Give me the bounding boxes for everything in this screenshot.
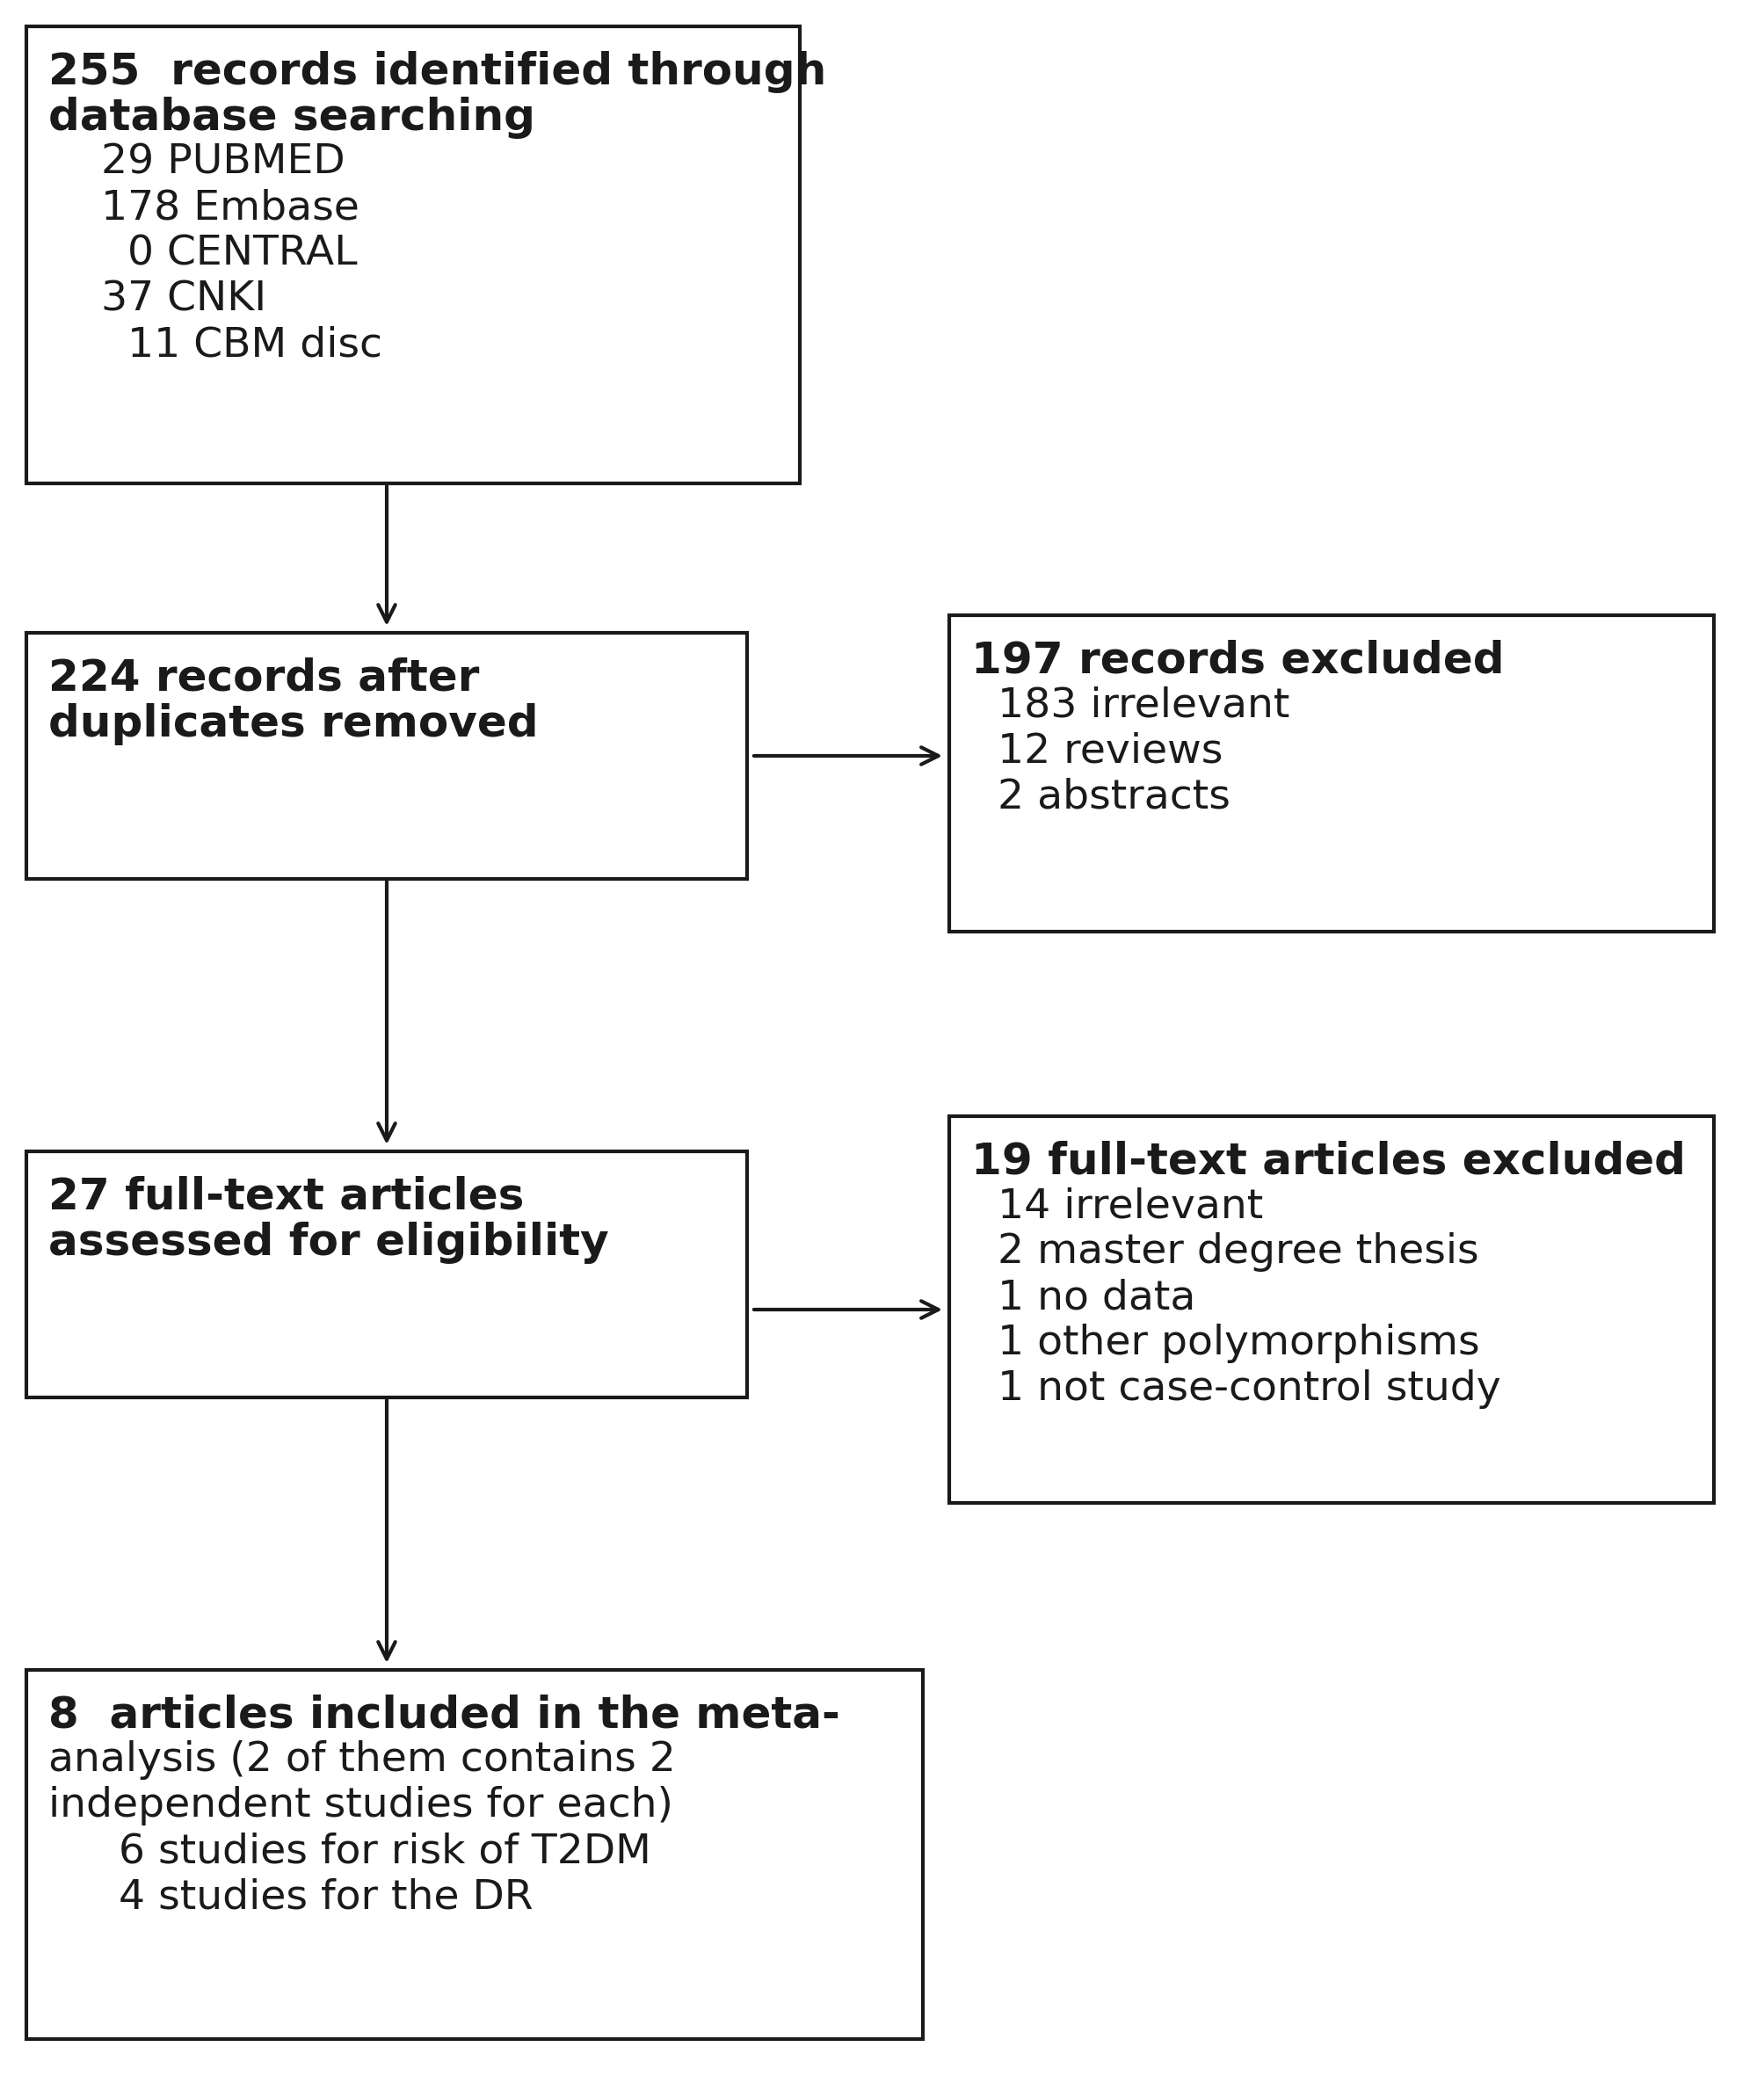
- Text: independent studies for each): independent studies for each): [48, 1785, 672, 1825]
- Text: 197 records excluded: 197 records excluded: [970, 639, 1503, 681]
- Text: assessed for eligibility: assessed for eligibility: [48, 1221, 609, 1264]
- Bar: [26, 1671, 923, 2039]
- Bar: [26, 1152, 746, 1398]
- Text: 183 irrelevant: 183 irrelevant: [997, 685, 1289, 725]
- Text: 4 studies for the DR: 4 studies for the DR: [118, 1877, 533, 1916]
- Text: 178 Embase: 178 Embase: [101, 187, 360, 227]
- Text: 8  articles included in the meta-: 8 articles included in the meta-: [48, 1696, 840, 1737]
- Text: 1 other polymorphisms: 1 other polymorphisms: [997, 1323, 1478, 1362]
- Text: database searching: database searching: [48, 96, 534, 140]
- Text: 1 no data: 1 no data: [997, 1279, 1194, 1316]
- Text: analysis (2 of them contains 2: analysis (2 of them contains 2: [48, 1739, 676, 1779]
- Text: 12 reviews: 12 reviews: [997, 731, 1222, 771]
- Bar: [949, 1116, 1713, 1504]
- Text: 6 studies for risk of T2DM: 6 studies for risk of T2DM: [118, 1831, 651, 1871]
- Text: 37 CNKI: 37 CNKI: [101, 279, 266, 319]
- Text: duplicates removed: duplicates removed: [48, 704, 538, 746]
- Text: 14 irrelevant: 14 irrelevant: [997, 1187, 1263, 1227]
- Bar: [26, 27, 799, 483]
- Text: 224 records after: 224 records after: [48, 658, 480, 700]
- Text: 19 full-text articles excluded: 19 full-text articles excluded: [970, 1141, 1685, 1183]
- Text: 255  records identified through: 255 records identified through: [48, 50, 826, 94]
- Text: 2 abstracts: 2 abstracts: [997, 777, 1230, 817]
- Bar: [949, 614, 1713, 931]
- Text: 1 not case-control study: 1 not case-control study: [997, 1369, 1499, 1408]
- Text: 11 CBM disc: 11 CBM disc: [101, 325, 383, 365]
- Text: 2 master degree thesis: 2 master degree thesis: [997, 1233, 1478, 1273]
- Text: 0 CENTRAL: 0 CENTRAL: [101, 233, 358, 273]
- Text: 27 full-text articles: 27 full-text articles: [48, 1177, 524, 1219]
- Text: 29 PUBMED: 29 PUBMED: [101, 142, 346, 181]
- Bar: [26, 633, 746, 879]
